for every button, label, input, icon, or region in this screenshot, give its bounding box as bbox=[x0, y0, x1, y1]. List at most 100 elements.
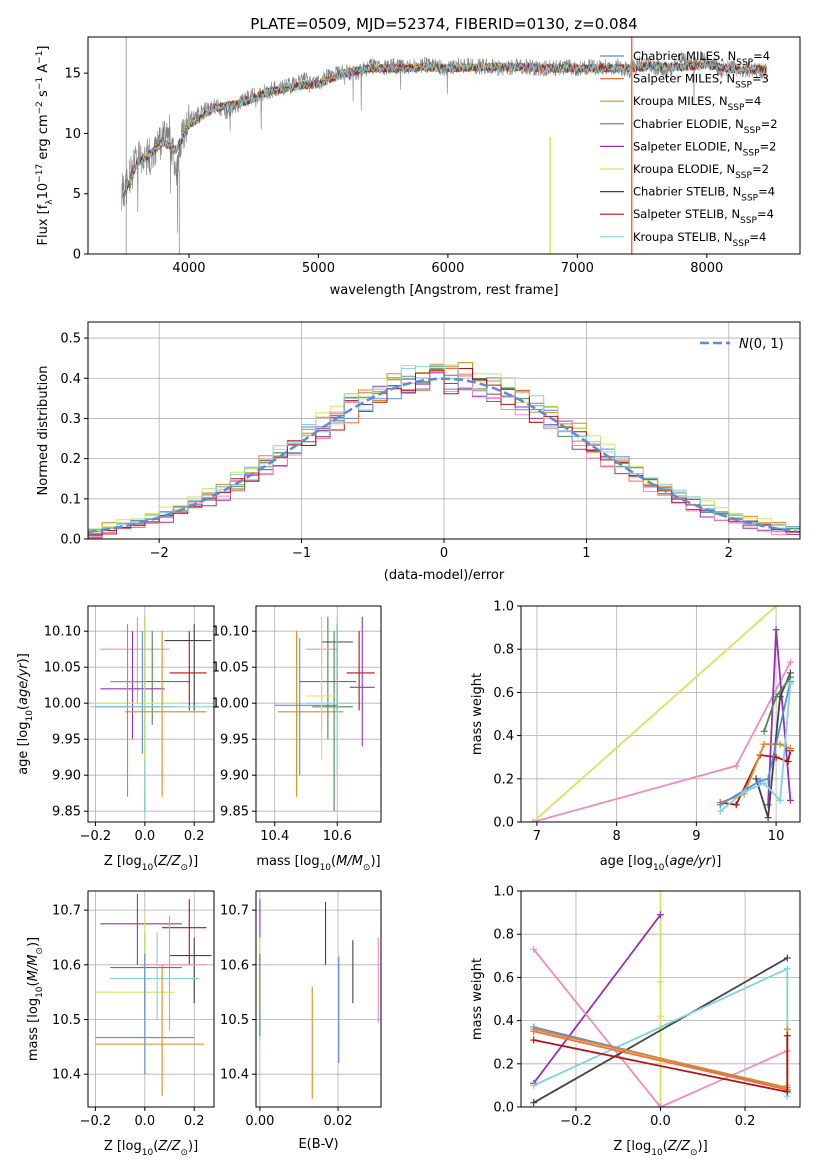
legend-label: Kroupa MILES, NSSP=4 bbox=[633, 94, 761, 113]
mass-vs-Z-frame bbox=[87, 890, 215, 1108]
point-marker bbox=[530, 1099, 538, 1107]
x-axis-label: E(B-V) bbox=[298, 1137, 338, 1152]
point-marker bbox=[776, 796, 784, 804]
point-marker bbox=[530, 1036, 538, 1044]
point-marker bbox=[776, 740, 784, 748]
y-tick-label: 0.4 bbox=[493, 729, 514, 744]
mass-vs-EBV-frame bbox=[255, 890, 382, 1108]
x-tick-label: 4000 bbox=[172, 261, 205, 276]
spectrum-frame bbox=[87, 36, 801, 255]
residuals-plot-area bbox=[88, 362, 800, 539]
point-marker bbox=[716, 801, 724, 809]
y-axis-label: mass weight bbox=[470, 673, 485, 755]
age-vs-mass-frame-group: 10.4 10.6 9.85 9.90 9.95 10.00 10.05 10.10 mass … bbox=[212, 605, 382, 873]
y-tick-label: 0.0 bbox=[493, 1101, 514, 1116]
residual-histogram bbox=[88, 364, 800, 532]
point-marker bbox=[783, 965, 791, 973]
x-tick-label: 2 bbox=[725, 546, 733, 561]
y-tick-label: 0.3 bbox=[60, 412, 81, 427]
y-tick-label: 9.85 bbox=[220, 805, 249, 820]
point-marker bbox=[764, 801, 772, 809]
x-tick-label: 0.2 bbox=[184, 829, 205, 844]
x-tick-label: 0.0 bbox=[650, 1114, 671, 1129]
y-tick-label: 0.6 bbox=[493, 971, 514, 986]
residual-histogram bbox=[88, 363, 800, 530]
weight-line bbox=[532, 914, 662, 1084]
x-tick-label: 0.0 bbox=[134, 829, 155, 844]
x-tick-label: 7 bbox=[533, 829, 541, 844]
point-marker bbox=[760, 740, 768, 748]
x-axis-label: mass [log10(M/M⊙)] bbox=[256, 854, 380, 873]
point-marker bbox=[764, 814, 772, 822]
x-tick-label: −0.2 bbox=[80, 829, 112, 844]
weight-line bbox=[533, 1030, 788, 1091]
legend-label: Salpeter ELODIE, NSSP=2 bbox=[633, 139, 776, 158]
y-tick-label: 10.7 bbox=[220, 904, 249, 919]
y-tick-label: 10.4 bbox=[220, 1068, 249, 1083]
point-marker bbox=[657, 911, 664, 919]
y-tick-label: 10.5 bbox=[220, 1013, 249, 1028]
point-marker bbox=[783, 954, 791, 962]
x-tick-label: 0.0 bbox=[134, 1114, 155, 1129]
weight-vs-age-axes: 7 8 9 10 0.0 0.2 0.4 0.6 0.8 1.0 age [log10(age/yr… bbox=[470, 600, 801, 873]
point-marker bbox=[760, 727, 768, 735]
weight-line bbox=[532, 606, 777, 822]
y-axis-label: mass weight bbox=[470, 958, 485, 1040]
gaussian-curve bbox=[88, 377, 798, 534]
y-tick-label: 9.95 bbox=[220, 733, 249, 748]
mass-vs-EBV-frame-group: 0.00 0.02 10.4 10.5 10.6 10.7 E(B-V) bbox=[220, 890, 382, 1152]
point-marker bbox=[716, 807, 724, 815]
y-tick-label: 15 bbox=[64, 67, 81, 82]
point-marker bbox=[786, 745, 794, 753]
x-tick-label: 5000 bbox=[302, 261, 335, 276]
x-axis-label: wavelength [Angstrom, rest frame] bbox=[330, 283, 559, 298]
point-marker bbox=[529, 818, 537, 822]
y-tick-label: 10.5 bbox=[52, 1013, 81, 1028]
y-tick-label: 10.00 bbox=[212, 697, 249, 712]
y-tick-label: 0.1 bbox=[60, 492, 81, 507]
x-tick-label: −0.2 bbox=[80, 1114, 112, 1129]
x-tick-label: 10.4 bbox=[260, 829, 289, 844]
x-tick-label: 7000 bbox=[561, 261, 594, 276]
weight-vs-Z-axes: −0.2 0.0 0.2 0.0 0.2 0.4 0.6 0.8 1.0 Z [log10(Z/Z… bbox=[470, 885, 801, 1158]
y-tick-label: 0.4 bbox=[493, 1014, 514, 1029]
x-axis-label: age [log10(age/yr)] bbox=[600, 854, 722, 873]
x-tick-label: 0.2 bbox=[735, 1114, 756, 1129]
weight-vs-Z-frame-group: −0.2 0.0 0.2 0.0 0.2 0.4 0.6 0.8 1.0 Z [log10(Z/Z… bbox=[470, 885, 801, 1158]
mass-vs-Z-plot-area bbox=[95, 893, 212, 1097]
x-tick-label: 8000 bbox=[690, 261, 723, 276]
point-marker bbox=[772, 626, 780, 634]
age-vs-mass-plot-area bbox=[274, 616, 375, 812]
age-vs-Z-frame-group: −0.2 0.0 0.2 9.85 9.90 9.95 10.00 10.05 10.10 Z [… bbox=[16, 605, 215, 873]
point-marker bbox=[772, 606, 780, 610]
x-tick-label: −1 bbox=[292, 546, 311, 561]
legend: Chabrier MILES, NSSP=4 Salpeter MILES, NS… bbox=[600, 49, 778, 249]
model-spectrum bbox=[121, 59, 767, 199]
x-tick-label: 0.00 bbox=[245, 1114, 274, 1129]
legend-label: Chabrier ELODIE, NSSP=2 bbox=[633, 117, 778, 136]
x-tick-label: 10.6 bbox=[323, 829, 352, 844]
residuals-axes: −2 −1 0 1 2 0.0 0.1 0.2 0.3 0.4 0.5 (data-model)/er… bbox=[36, 321, 801, 583]
y-tick-label: 9.90 bbox=[220, 769, 249, 784]
point-marker bbox=[740, 788, 748, 796]
weight-vs-Z-plot-area bbox=[530, 891, 791, 1107]
x-tick-label: 0 bbox=[440, 546, 448, 561]
y-axis-label: age [log10(age/yr)] bbox=[16, 653, 35, 775]
x-axis-label: Z [log10(Z/Z⊙)] bbox=[613, 1139, 707, 1158]
point-marker bbox=[764, 775, 772, 783]
y-tick-label: 9.95 bbox=[52, 733, 81, 748]
y-tick-label: 10.00 bbox=[44, 697, 81, 712]
y-tick-label: 0.2 bbox=[60, 452, 81, 467]
legend-label: Kroupa ELODIE, NSSP=2 bbox=[633, 162, 769, 181]
x-tick-label: −2 bbox=[150, 546, 169, 561]
y-tick-label: 0.4 bbox=[60, 372, 81, 387]
y-tick-label: 10.10 bbox=[44, 625, 81, 640]
spectrum-axes: 4000 5000 6000 7000 8000 0 5 10 15 PLATE=0509, MJ… bbox=[35, 15, 801, 298]
y-tick-label: 10.4 bbox=[52, 1068, 81, 1083]
y-tick-label: 0.5 bbox=[60, 332, 81, 347]
weight-vs-age-plot-area bbox=[529, 606, 794, 822]
point-marker bbox=[752, 775, 760, 783]
y-tick-label: 0 bbox=[73, 248, 81, 263]
chart-title: PLATE=0509, MJD=52374, FIBERID=0130, z=0… bbox=[250, 15, 637, 33]
